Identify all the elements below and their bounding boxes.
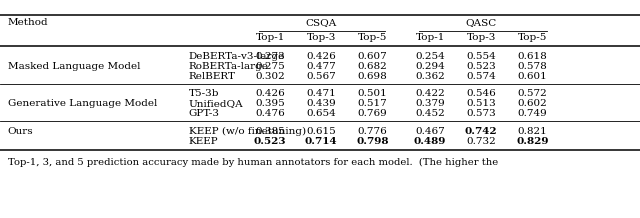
Text: 0.615: 0.615: [307, 127, 336, 136]
Text: 0.554: 0.554: [467, 52, 496, 61]
Text: 0.682: 0.682: [358, 62, 387, 71]
Text: KEEP: KEEP: [189, 137, 218, 146]
Text: 0.294: 0.294: [415, 62, 445, 71]
Text: 0.439: 0.439: [307, 99, 336, 108]
Text: Masked Language Model: Masked Language Model: [8, 62, 140, 71]
Text: 0.273: 0.273: [255, 52, 285, 61]
Text: 0.395: 0.395: [255, 99, 285, 108]
Text: CSQA: CSQA: [306, 18, 337, 27]
Text: 0.574: 0.574: [467, 72, 496, 81]
Text: RelBERT: RelBERT: [189, 72, 236, 81]
Text: Top-3: Top-3: [467, 32, 496, 42]
Text: 0.467: 0.467: [415, 127, 445, 136]
Text: UnifiedQA: UnifiedQA: [189, 99, 243, 108]
Text: 0.501: 0.501: [358, 89, 387, 98]
Text: 0.698: 0.698: [358, 72, 387, 81]
Text: 0.618: 0.618: [518, 52, 547, 61]
Text: 0.489: 0.489: [414, 137, 446, 146]
Text: 0.601: 0.601: [518, 72, 547, 81]
Text: 0.602: 0.602: [518, 99, 547, 108]
Text: 0.523: 0.523: [467, 62, 496, 71]
Text: 0.513: 0.513: [467, 99, 496, 108]
Text: 0.573: 0.573: [467, 109, 496, 118]
Text: RoBERTa-large: RoBERTa-large: [189, 62, 269, 71]
Text: Top-5: Top-5: [518, 32, 547, 42]
Text: 0.769: 0.769: [358, 109, 387, 118]
Text: Top-1: Top-1: [255, 32, 285, 42]
Text: 0.572: 0.572: [518, 89, 547, 98]
Text: 0.607: 0.607: [358, 52, 387, 61]
Text: Top-1, 3, and 5 prediction accuracy made by human annotators for each model.  (T: Top-1, 3, and 5 prediction accuracy made…: [8, 158, 498, 167]
Text: 0.829: 0.829: [516, 137, 548, 146]
Text: 0.477: 0.477: [307, 62, 336, 71]
Text: 0.714: 0.714: [305, 137, 337, 146]
Text: 0.523: 0.523: [254, 137, 286, 146]
Text: 0.732: 0.732: [467, 137, 496, 146]
Text: 0.452: 0.452: [415, 109, 445, 118]
Text: Method: Method: [8, 18, 48, 27]
Text: 0.422: 0.422: [415, 89, 445, 98]
Text: Top-3: Top-3: [307, 32, 336, 42]
Text: 0.546: 0.546: [467, 89, 496, 98]
Text: 0.654: 0.654: [307, 109, 336, 118]
Text: 0.426: 0.426: [255, 89, 285, 98]
Text: 0.302: 0.302: [255, 72, 285, 81]
Text: QASC: QASC: [466, 18, 497, 27]
Text: 0.362: 0.362: [415, 72, 445, 81]
Text: 0.517: 0.517: [358, 99, 387, 108]
Text: 0.776: 0.776: [358, 127, 387, 136]
Text: 0.821: 0.821: [518, 127, 547, 136]
Text: 0.426: 0.426: [307, 52, 336, 61]
Text: DeBERTa-v3-large: DeBERTa-v3-large: [189, 52, 285, 61]
Text: 0.254: 0.254: [415, 52, 445, 61]
Text: T5-3b: T5-3b: [189, 89, 220, 98]
Text: Top-1: Top-1: [415, 32, 445, 42]
Text: 0.567: 0.567: [307, 72, 336, 81]
Text: Top-5: Top-5: [358, 32, 387, 42]
Text: 0.476: 0.476: [255, 109, 285, 118]
Text: 0.275: 0.275: [255, 62, 285, 71]
Text: Generative Language Model: Generative Language Model: [8, 99, 157, 108]
Text: 0.742: 0.742: [465, 127, 497, 136]
Text: 0.749: 0.749: [518, 109, 547, 118]
Text: 0.578: 0.578: [518, 62, 547, 71]
Text: Ours: Ours: [8, 127, 33, 136]
Text: GPT-3: GPT-3: [189, 109, 220, 118]
Text: 0.379: 0.379: [415, 99, 445, 108]
Text: 0.471: 0.471: [307, 89, 336, 98]
Text: 0.798: 0.798: [356, 137, 388, 146]
Text: 0.385: 0.385: [255, 127, 285, 136]
Text: KEEP (w/o finetuning): KEEP (w/o finetuning): [189, 127, 306, 136]
